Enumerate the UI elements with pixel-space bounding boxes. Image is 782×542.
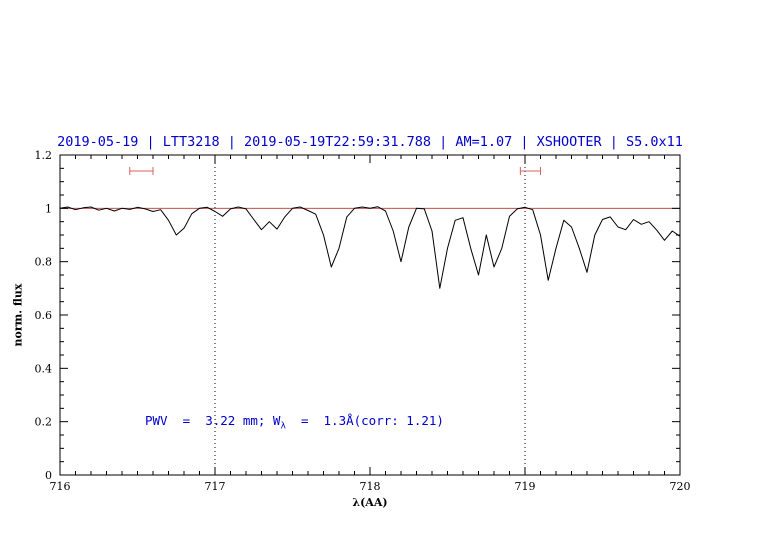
pwv-annotation-suffix: = 1.3Å(corr: 1.21): [285, 413, 444, 428]
pwv-annotation-sub: λ: [280, 421, 286, 432]
y-tick-label: 0.4: [35, 362, 53, 375]
y-axis-label: norm. flux: [11, 283, 25, 347]
y-tick-label: 1.2: [35, 149, 53, 162]
spectrum-line: [59, 206, 681, 289]
pwv-annotation: PWV = 3.22 mm; Wλ = 1.3Å(corr: 1.21): [145, 413, 444, 432]
y-tick-label: 0: [45, 469, 52, 482]
x-tick-label: 717: [205, 480, 226, 493]
x-tick-label: 720: [670, 480, 691, 493]
x-tick-label: 718: [360, 480, 381, 493]
y-tick-label: 0.6: [35, 309, 53, 322]
chart-title: 2019-05-19 | LTT3218 | 2019-05-19T22:59:…: [57, 134, 683, 150]
x-axis-label: λ(AA): [352, 496, 388, 509]
x-tick-label: 719: [515, 480, 536, 493]
x-tick-label: 716: [50, 480, 71, 493]
y-tick-label: 0.8: [35, 256, 53, 269]
pwv-annotation-prefix: PWV = 3.22 mm; W: [145, 413, 281, 428]
y-tick-label: 1: [45, 202, 52, 215]
y-tick-label: 0.2: [35, 416, 53, 429]
